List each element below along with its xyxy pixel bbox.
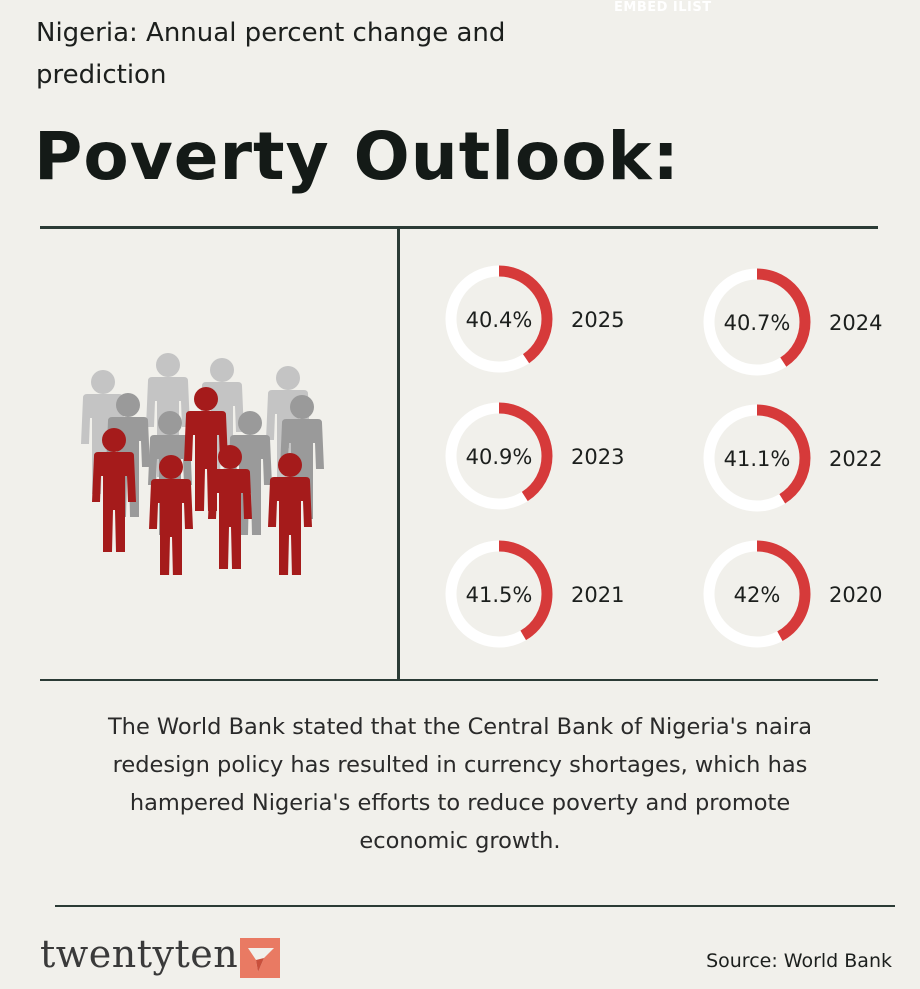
top-divider bbox=[40, 226, 878, 229]
middle-divider bbox=[40, 679, 878, 681]
embed-watermark: EMBED ILIST bbox=[614, 0, 712, 15]
crowd-people-icon bbox=[81, 353, 324, 575]
donut-year-2021: 2021 bbox=[571, 583, 624, 607]
donut-arc-2022 bbox=[703, 404, 811, 512]
donut-value-2022: 41.1% bbox=[724, 447, 791, 471]
donut-track-2025 bbox=[445, 265, 553, 373]
brand-wordmark: twentyten bbox=[40, 932, 239, 976]
vertical-divider bbox=[397, 229, 400, 679]
donut-arc-2021 bbox=[445, 540, 553, 648]
donut-2022: 41.1% 2022 bbox=[703, 404, 882, 512]
donut-year-2025: 2025 bbox=[571, 308, 624, 332]
donut-arc-2020 bbox=[703, 540, 811, 648]
donut-2020: 42% 2020 bbox=[703, 540, 882, 648]
donut-value-2024: 40.7% bbox=[724, 311, 791, 335]
donut-value-2020: 42% bbox=[734, 583, 781, 607]
donut-year-2024: 2024 bbox=[829, 311, 882, 335]
twentyten-logo-icon bbox=[240, 938, 280, 978]
donut-year-2023: 2023 bbox=[571, 445, 624, 469]
donut-year-2022: 2022 bbox=[829, 447, 882, 471]
donut-2021: 41.5% 2021 bbox=[445, 540, 624, 648]
donut-track-2022 bbox=[703, 404, 811, 512]
donut-track-2020 bbox=[703, 540, 811, 648]
chart-subtitle: Nigeria: Annual percent change and predi… bbox=[36, 18, 506, 90]
donut-track-2021 bbox=[445, 540, 553, 648]
donut-track-2024 bbox=[703, 268, 811, 376]
donut-arc-2025 bbox=[445, 265, 553, 373]
donut-2025: 40.4% 2025 bbox=[445, 265, 624, 373]
source-credit: Source: World Bank bbox=[706, 950, 892, 972]
donut-value-2021: 41.5% bbox=[466, 583, 533, 607]
donut-arc-2024 bbox=[703, 268, 811, 376]
donut-year-2020: 2020 bbox=[829, 583, 882, 607]
donut-value-2023: 40.9% bbox=[466, 445, 533, 469]
bottom-divider bbox=[55, 905, 895, 907]
donut-value-2025: 40.4% bbox=[466, 308, 533, 332]
donut-2023: 40.9% 2023 bbox=[445, 402, 624, 510]
chart-title: Poverty Outlook: bbox=[34, 118, 680, 195]
footnote-text: The World Bank stated that the Central B… bbox=[107, 714, 813, 854]
donut-arc-2023 bbox=[445, 402, 553, 510]
donut-2024: 40.7% 2024 bbox=[703, 268, 882, 376]
donut-track-2023 bbox=[445, 402, 553, 510]
